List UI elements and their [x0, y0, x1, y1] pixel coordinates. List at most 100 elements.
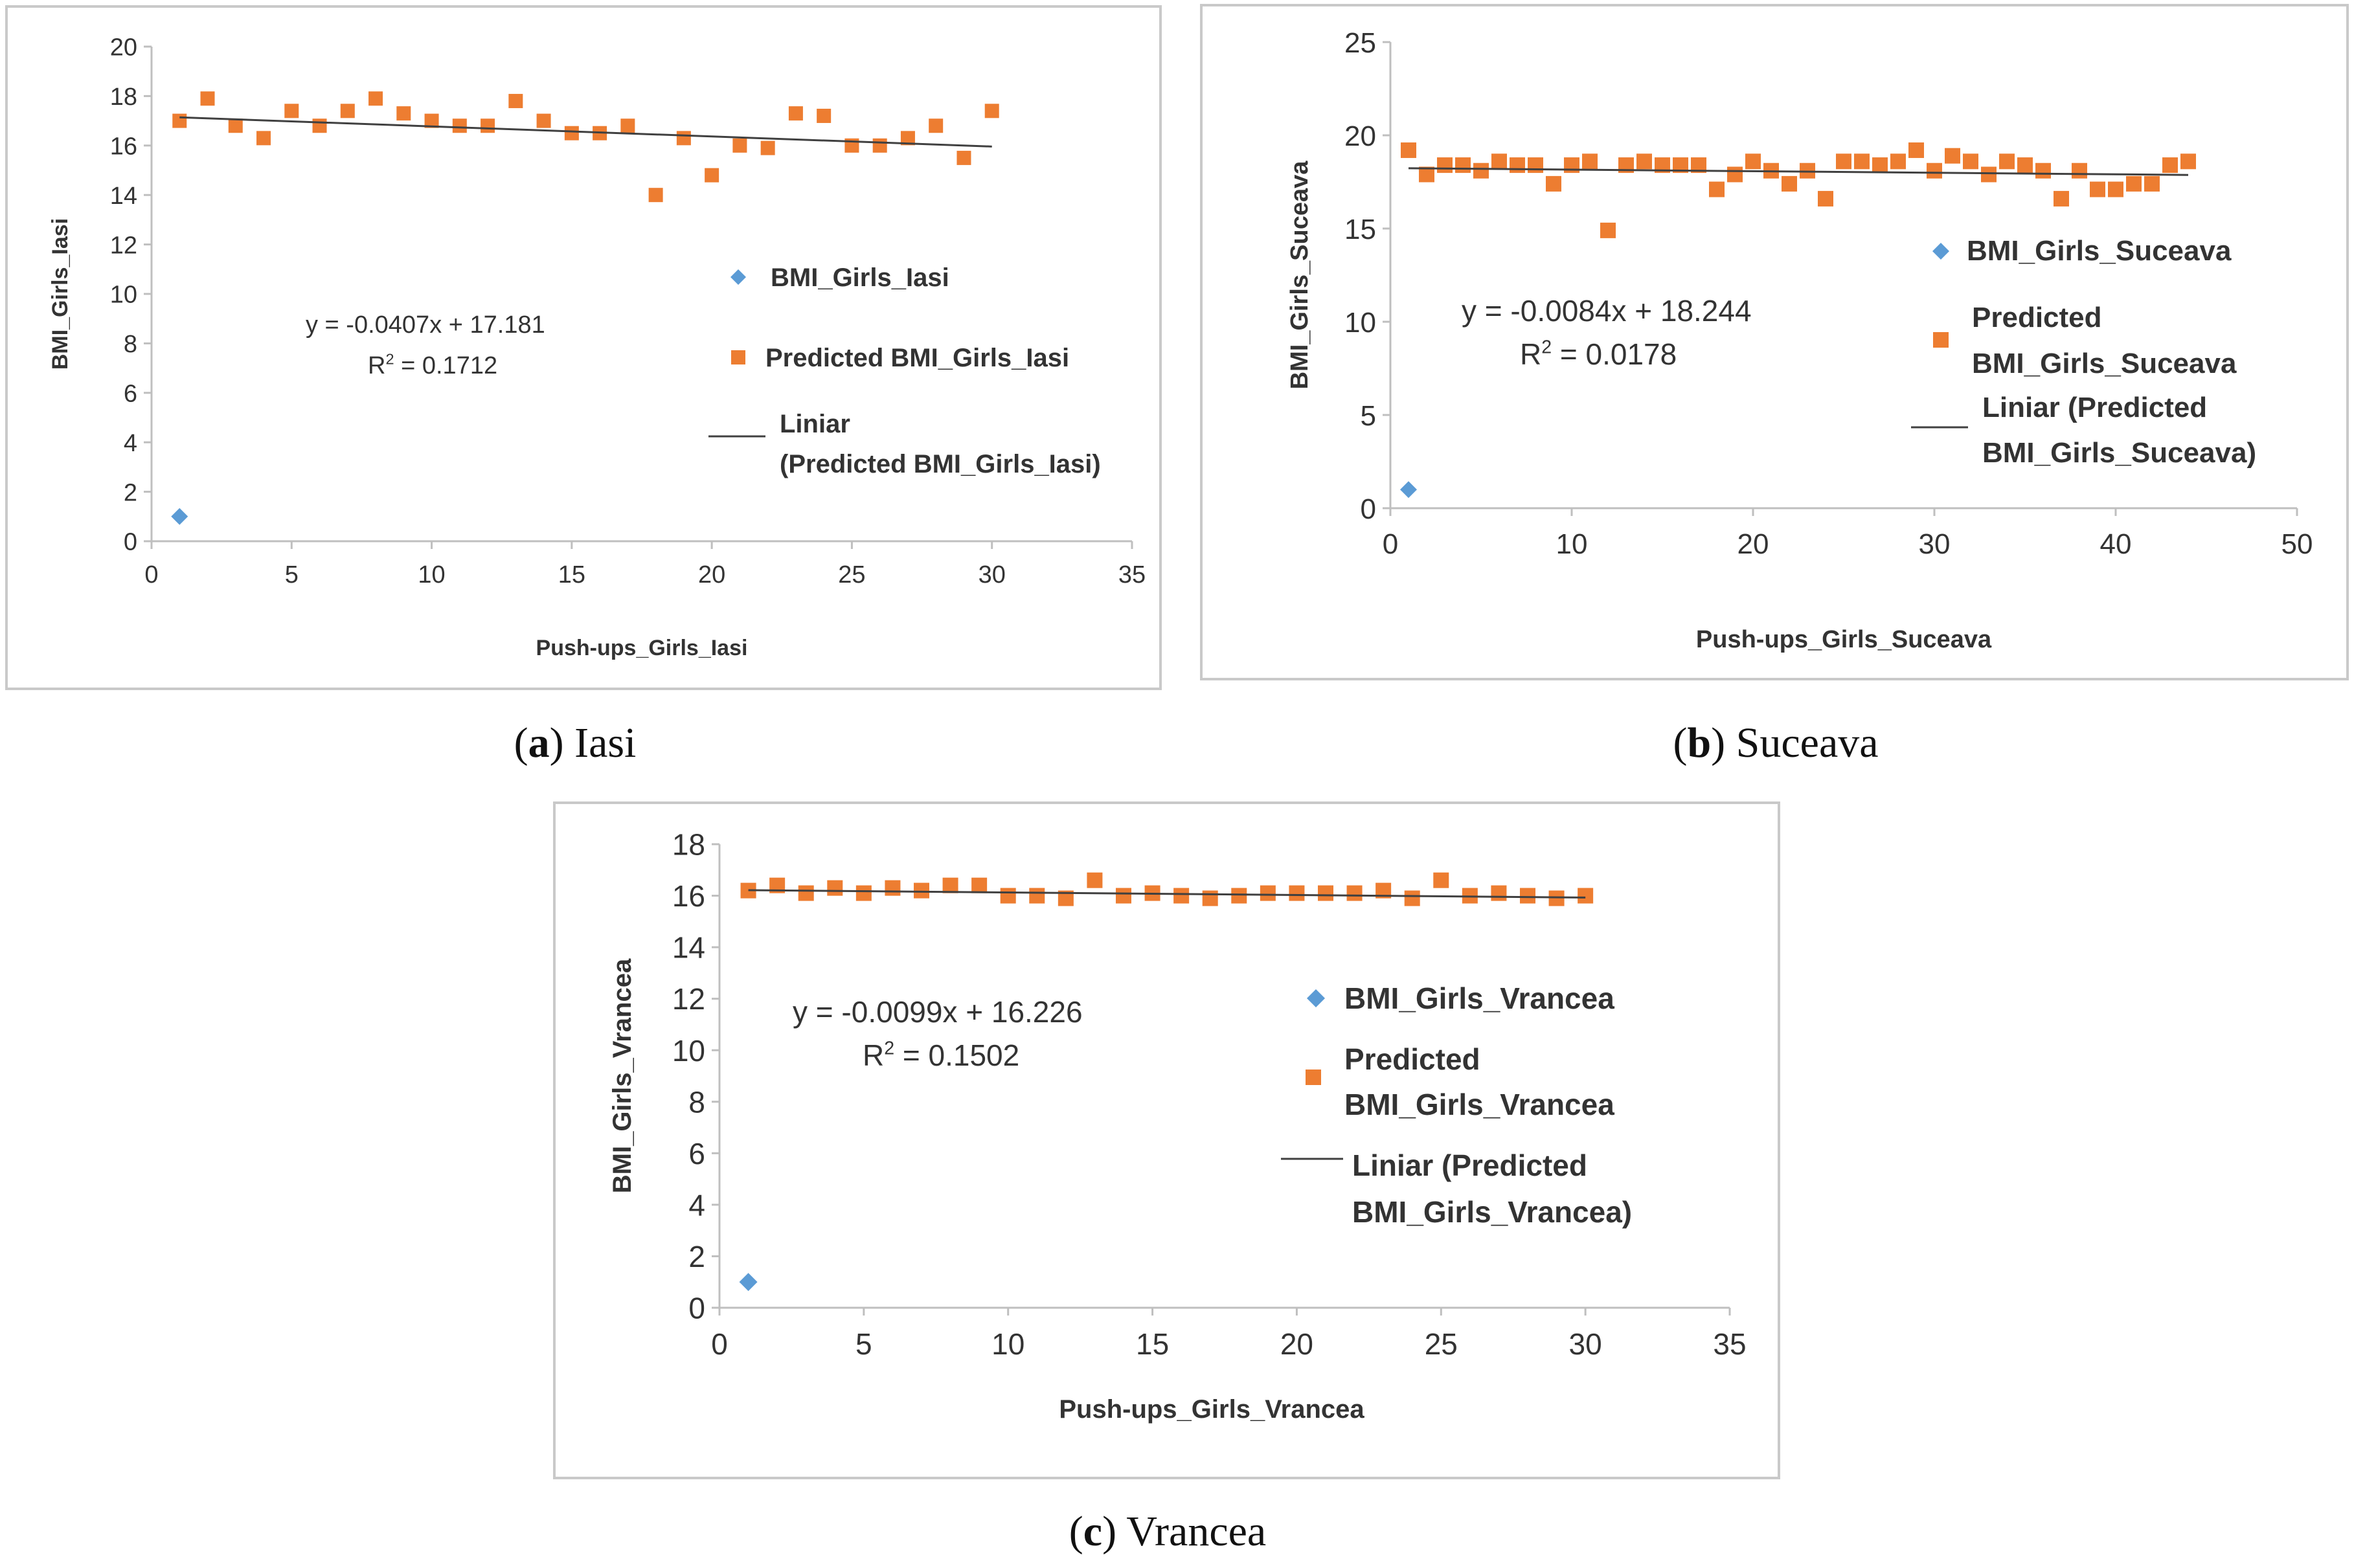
- legend-label: Predicted: [1972, 302, 2102, 333]
- y-tick-label: 10: [110, 282, 137, 309]
- x-tick-label: 10: [1556, 528, 1588, 560]
- trendline-equation: y = -0.0099x + 16.226: [793, 995, 1083, 1029]
- legend-square-icon: [1306, 1070, 1321, 1085]
- y-tick-label: 0: [124, 529, 137, 556]
- predicted-point: [1173, 888, 1190, 904]
- predicted-point: [1872, 157, 1888, 174]
- predicted-point: [256, 131, 271, 146]
- predicted-point: [1202, 890, 1218, 906]
- predicted-point: [1636, 153, 1652, 170]
- legend-label: BMI_Girls_Vrancea): [1352, 1195, 1632, 1229]
- predicted-point: [2054, 190, 2069, 207]
- trendline-equation: y = -0.0407x + 17.181: [306, 311, 545, 339]
- predicted-point: [1818, 190, 1833, 207]
- x-tick-label: 20: [698, 561, 725, 588]
- y-tick-label: 5: [1361, 400, 1376, 432]
- x-tick-label: 35: [1118, 561, 1146, 588]
- predicted-point: [1289, 885, 1305, 901]
- y-tick-label: 0: [688, 1292, 705, 1325]
- y-tick-label: 15: [1344, 214, 1376, 245]
- legend-label: Predicted BMI_Girls_Iasi: [765, 344, 1069, 372]
- predicted-point: [827, 880, 843, 896]
- predicted-point: [760, 140, 775, 155]
- x-tick-label: 25: [1425, 1327, 1458, 1361]
- x-tick-label: 15: [1136, 1327, 1169, 1361]
- predicted-point: [648, 188, 663, 203]
- r-squared-label: R2 = 0.1712: [368, 351, 497, 379]
- chart-panel-iasi: 0 2 4 6 8 10 12 14 16 18 20 0 5 10 15 20 25 30 35 Push-ups_…: [5, 5, 1162, 690]
- predicted-point: [2144, 175, 2160, 192]
- x-tick-label: 30: [1569, 1327, 1602, 1361]
- chart-vrancea: 0 2 4 6 8 10 12 14 16 18 0 5 10 15 20 25 30 35 Push-ups_Gi…: [608, 828, 1747, 1424]
- y-tick-label: 16: [672, 879, 705, 913]
- y-axis-title: BMI_Girls_Iasi: [48, 218, 73, 370]
- predicted-point: [798, 885, 814, 901]
- predicted-point: [1346, 885, 1363, 901]
- x-tick-label: 5: [855, 1327, 872, 1361]
- predicted-point: [172, 113, 187, 128]
- y-tick-label: 0: [1361, 493, 1376, 525]
- predicted-point: [1927, 162, 1942, 179]
- y-tick-label: 6: [688, 1137, 705, 1170]
- bmi-point: [171, 508, 188, 525]
- predicted-point: [1836, 153, 1851, 170]
- predicted-point: [312, 118, 327, 133]
- x-tick-label: 10: [418, 561, 445, 588]
- legend-diamond-icon: [1307, 989, 1325, 1007]
- predicted-point: [1546, 175, 1561, 192]
- predicted-point: [872, 138, 887, 153]
- y-tick-label: 20: [110, 34, 137, 62]
- predicted-point: [1491, 153, 1507, 170]
- x-tick-label: 40: [2100, 528, 2132, 560]
- legend-square-icon: [1933, 332, 1949, 348]
- x-tick-label: 10: [991, 1327, 1024, 1361]
- predicted-point: [284, 104, 299, 118]
- y-tick-label: 18: [672, 828, 705, 862]
- predicted-point: [1401, 142, 1416, 159]
- y-axis-title: BMI_Girls_Suceava: [1286, 161, 1313, 390]
- predicted-point: [2162, 157, 2178, 174]
- predicted-point: [817, 108, 832, 123]
- predicted-point: [1404, 890, 1420, 906]
- x-tick-label: 0: [144, 561, 158, 588]
- predicted-point: [396, 106, 411, 121]
- legend-diamond-icon: [1932, 243, 1949, 260]
- x-tick-label: 0: [711, 1327, 728, 1361]
- x-tick-label: 20: [1280, 1327, 1313, 1361]
- legend-label: BMI_Girls_Vrancea: [1344, 981, 1614, 1015]
- predicted-point: [536, 113, 551, 128]
- predicted-point: [1437, 157, 1453, 174]
- x-tick-label: 15: [558, 561, 585, 588]
- predicted-point: [1578, 888, 1594, 904]
- y-tick-label: 10: [1344, 307, 1376, 339]
- predicted-point: [1318, 885, 1333, 901]
- x-axis-title: Push-ups_Girls_Iasi: [536, 636, 748, 660]
- y-tick-label: 14: [672, 931, 705, 965]
- r-squared-label: R2 = 0.0178: [1520, 337, 1677, 371]
- legend-diamond-icon: [730, 269, 746, 285]
- y-tick-label: 4: [688, 1188, 705, 1222]
- y-tick-label: 2: [688, 1240, 705, 1273]
- legend-label: Predicted: [1344, 1042, 1480, 1076]
- x-tick-label: 5: [285, 561, 299, 588]
- y-tick-label: 8: [124, 331, 137, 358]
- chart-iasi: 0 2 4 6 8 10 12 14 16 18 20 0 5 10 15 20 25 30 35 Push-ups_…: [48, 34, 1146, 660]
- chart-panel-vrancea: 0 2 4 6 8 10 12 14 16 18 0 5 10 15 20 25 30 35 Push-ups_Gi…: [553, 801, 1780, 1479]
- predicted-point: [1908, 142, 1924, 159]
- predicted-point: [228, 118, 243, 133]
- predicted-point: [424, 113, 439, 128]
- trendline: [748, 889, 1586, 899]
- legend-label: BMI_Girls_Suceava): [1982, 437, 2256, 469]
- bmi-point: [1400, 481, 1417, 498]
- x-axis-title: Push-ups_Girls_Suceava: [1696, 626, 1992, 653]
- y-tick-label: 12: [672, 982, 705, 1016]
- predicted-point: [1455, 157, 1471, 174]
- predicted-point: [1727, 166, 1743, 183]
- predicted-point: [200, 91, 215, 106]
- chart-suceava: 0 5 10 15 20 25 0 10 20 30 40 50 Push-ups_Girls_Suce…: [1286, 27, 2313, 653]
- caption-iasi: (a) Iasi: [514, 719, 637, 767]
- predicted-point: [1709, 181, 1725, 197]
- predicted-point: [1473, 162, 1489, 179]
- x-tick-label: 35: [1713, 1327, 1746, 1361]
- predicted-point: [2126, 175, 2142, 192]
